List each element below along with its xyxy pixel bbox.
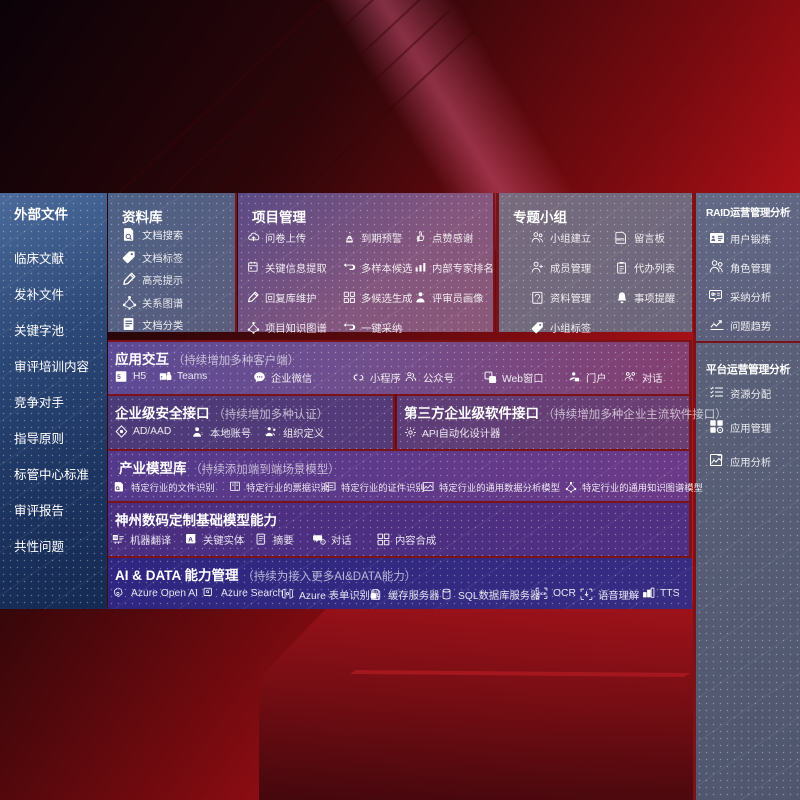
svg-text:OCR: OCR (538, 591, 547, 596)
svg-text:5: 5 (117, 374, 121, 381)
svg-text:BBS: BBS (616, 237, 625, 241)
svg-text:A: A (188, 536, 193, 543)
svg-text:OA: OA (712, 292, 716, 296)
svg-text:EN: EN (113, 536, 117, 540)
